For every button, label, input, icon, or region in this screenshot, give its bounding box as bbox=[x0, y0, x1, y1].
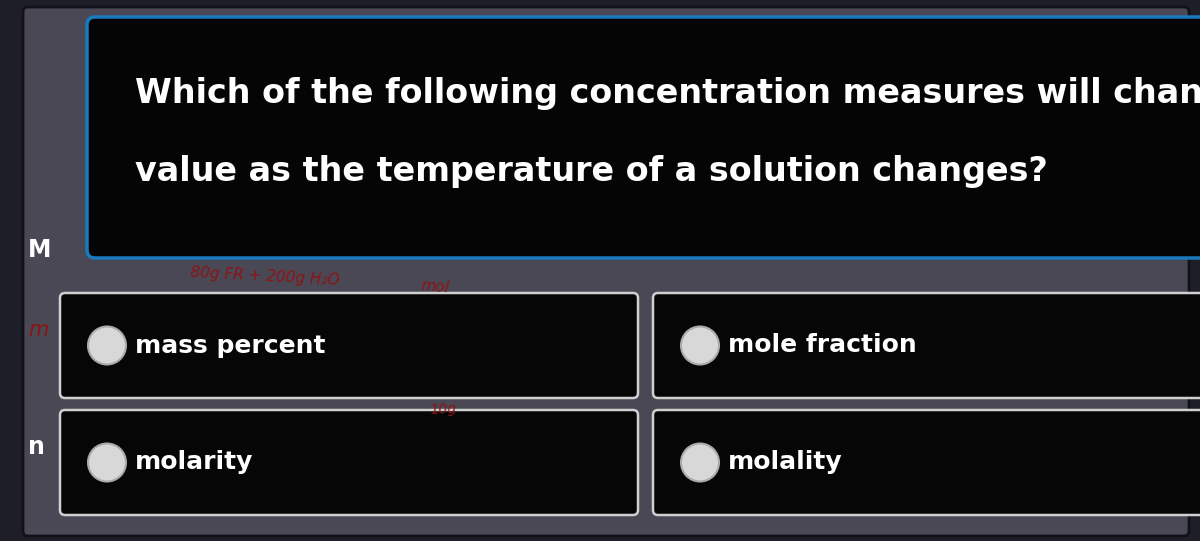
FancyBboxPatch shape bbox=[653, 293, 1200, 398]
Circle shape bbox=[682, 444, 719, 481]
Text: mole fraction: mole fraction bbox=[728, 333, 917, 358]
Circle shape bbox=[88, 327, 126, 365]
FancyBboxPatch shape bbox=[60, 293, 638, 398]
Text: M: M bbox=[28, 238, 52, 262]
Text: mass percent: mass percent bbox=[134, 333, 325, 358]
Text: Which of the following concentration measures will change in: Which of the following concentration mea… bbox=[134, 77, 1200, 110]
Text: n: n bbox=[28, 435, 44, 459]
Text: mol: mol bbox=[420, 278, 450, 295]
Text: molarity: molarity bbox=[134, 451, 253, 474]
Text: 80g FR + 200g H₂O: 80g FR + 200g H₂O bbox=[190, 265, 340, 288]
Text: 10g: 10g bbox=[430, 402, 457, 417]
Text: molality: molality bbox=[728, 451, 842, 474]
FancyBboxPatch shape bbox=[23, 7, 1189, 536]
Circle shape bbox=[88, 444, 126, 481]
Text: m: m bbox=[28, 320, 48, 340]
FancyBboxPatch shape bbox=[88, 17, 1200, 258]
FancyBboxPatch shape bbox=[653, 410, 1200, 515]
FancyBboxPatch shape bbox=[60, 410, 638, 515]
Circle shape bbox=[682, 327, 719, 365]
Text: value as the temperature of a solution changes?: value as the temperature of a solution c… bbox=[134, 155, 1048, 188]
